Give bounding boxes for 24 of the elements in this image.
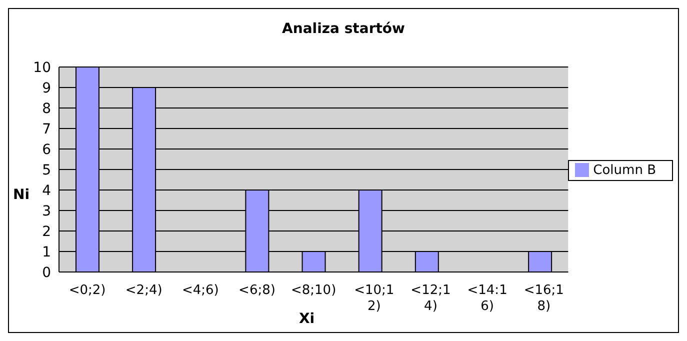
x-tick-label: <0;2) [68, 283, 106, 298]
y-tick-label: 0 [42, 264, 51, 281]
x-tick-label: <4;6) [182, 283, 219, 298]
y-tick-label: 3 [42, 203, 51, 220]
y-tick-label: 7 [42, 121, 51, 138]
legend-label: Column B [593, 163, 656, 178]
y-tick-label: 9 [42, 80, 51, 96]
x-tick-label: <8;10) [290, 283, 336, 298]
chart-title: Analiza startów [281, 21, 406, 37]
x-tick-label: <6;8) [238, 283, 276, 298]
y-tick-label: 4 [42, 182, 52, 199]
x-tick-label: <2;4) [125, 283, 162, 298]
y-axis-title: Ni [13, 187, 30, 203]
y-tick-label: 5 [42, 162, 51, 178]
x-tick-label: <10;12) [354, 283, 394, 314]
y-tick-label: 6 [42, 142, 52, 158]
x-tick-label: <16;18) [524, 283, 564, 314]
y-tick-label: 10 [33, 60, 51, 76]
x-axis-title: Xi [299, 311, 315, 327]
y-tick-label: 2 [42, 224, 51, 240]
y-tick-label: 8 [42, 100, 51, 117]
x-tick-label: <14:16) [467, 283, 508, 314]
x-tick-label: <12;14) [410, 283, 451, 314]
y-tick-label: 1 [42, 244, 51, 260]
